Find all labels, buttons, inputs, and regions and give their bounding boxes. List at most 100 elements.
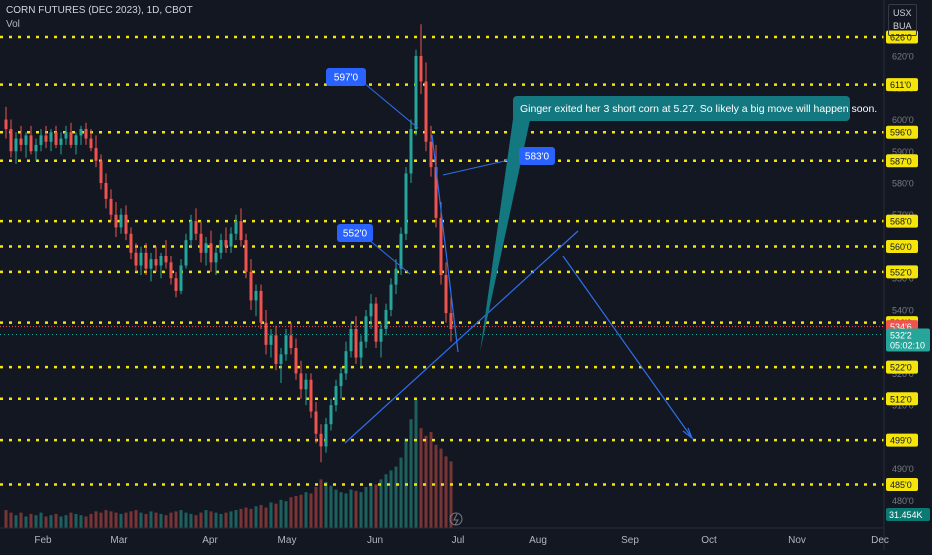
candle-body: [369, 303, 373, 317]
candle-body: [189, 221, 193, 241]
volume-bar: [189, 513, 193, 528]
volume-bar: [159, 513, 163, 528]
candle-body: [239, 221, 243, 241]
y-tick-label: 510'0: [892, 401, 914, 411]
volume-bar: [164, 515, 168, 528]
x-tick-label: Jun: [367, 535, 383, 546]
candle-body: [364, 316, 368, 342]
candle-body: [229, 233, 233, 247]
x-tick-label: Jul: [452, 535, 465, 546]
volume-bar: [359, 492, 363, 528]
candle-body: [144, 252, 148, 269]
x-tick-label: Nov: [788, 535, 806, 546]
volume-bar: [219, 513, 223, 528]
candle-body: [259, 290, 263, 323]
candle-body: [324, 424, 328, 447]
candle-body: [174, 278, 178, 291]
volume-bar: [84, 516, 88, 528]
price-callout-box: [326, 68, 366, 86]
candle-body: [389, 284, 393, 310]
candle-body: [79, 129, 83, 136]
candle-body: [169, 262, 173, 279]
candle-body: [179, 265, 183, 291]
volume-bar: [194, 515, 198, 528]
level-badge: [886, 125, 918, 139]
x-tick-label: Aug: [529, 535, 547, 546]
candle-body: [204, 243, 208, 253]
candle-body: [254, 290, 258, 301]
candle-body: [249, 271, 253, 301]
volume-bar: [294, 496, 298, 528]
candle-body: [289, 335, 293, 349]
candle-body: [194, 221, 198, 234]
candle-body: [84, 129, 88, 139]
volume-bar: [329, 485, 333, 528]
candle-body: [14, 138, 18, 152]
volume-bar: [204, 510, 208, 528]
x-tick-label: Sep: [621, 535, 639, 546]
volume-bar: [339, 492, 343, 528]
volume-bar: [139, 512, 143, 528]
volume-bar: [429, 432, 433, 528]
countdown-label: 05:02:10: [890, 341, 925, 351]
volume-bar: [224, 512, 228, 528]
trendline-projection: [562, 255, 693, 439]
candle-body: [244, 240, 248, 272]
volume-bar: [34, 515, 38, 528]
last-price-label: 532'2: [890, 331, 912, 341]
candle-body: [334, 386, 338, 406]
volume-bar: [134, 510, 138, 528]
volume-bar: [419, 428, 423, 528]
candle-body: [304, 379, 308, 390]
lightning-icon-glyph: [453, 513, 459, 526]
volume-bar: [384, 474, 388, 528]
candle-body: [114, 214, 118, 228]
volume-bar: [124, 512, 128, 528]
level-badge: [886, 433, 918, 447]
candle-body: [9, 129, 13, 152]
candle-body: [74, 135, 78, 145]
candle-body: [344, 351, 348, 374]
level-label: 596'0: [890, 128, 912, 138]
volume-bar: [409, 419, 413, 528]
volume-bar: [264, 507, 268, 528]
lightning-icon[interactable]: [449, 512, 463, 526]
volume-bar: [99, 512, 103, 528]
candle-body: [89, 138, 93, 149]
candle-body: [359, 341, 363, 358]
candle-body: [399, 233, 403, 269]
volume-bar: [114, 512, 118, 528]
candle-body: [329, 405, 333, 425]
y-tick-label: 600'0: [892, 115, 914, 125]
level-badge: [886, 154, 918, 168]
volume-bar: [74, 513, 78, 528]
level-label: 499'0: [890, 436, 912, 446]
currency-selector[interactable]: USX BUA: [888, 4, 917, 36]
volume-bar: [239, 508, 243, 528]
y-tick-label: 620'0: [892, 52, 914, 62]
candle-body: [154, 259, 158, 266]
level-label: 485'0: [890, 480, 912, 490]
candle-body: [59, 138, 63, 145]
volume-bar: [404, 438, 408, 528]
candle-body: [274, 335, 278, 364]
candle-body: [439, 217, 443, 276]
volume-bar: [4, 510, 8, 528]
volume-bar: [344, 493, 348, 528]
projection-arrowhead: [682, 427, 694, 440]
candle-body: [224, 240, 228, 247]
volume-bar: [389, 470, 393, 528]
level-badge: [886, 392, 918, 406]
candle-body: [449, 313, 453, 329]
candle-body: [404, 173, 408, 234]
volume-bar: [9, 512, 13, 528]
candle-body: [39, 135, 43, 145]
trendline-support: [344, 230, 579, 444]
volume-bar: [439, 448, 443, 528]
volume-bar: [299, 494, 303, 528]
volume-bar: [399, 457, 403, 528]
volume-bar: [394, 466, 398, 528]
volume-bar: [169, 512, 173, 528]
